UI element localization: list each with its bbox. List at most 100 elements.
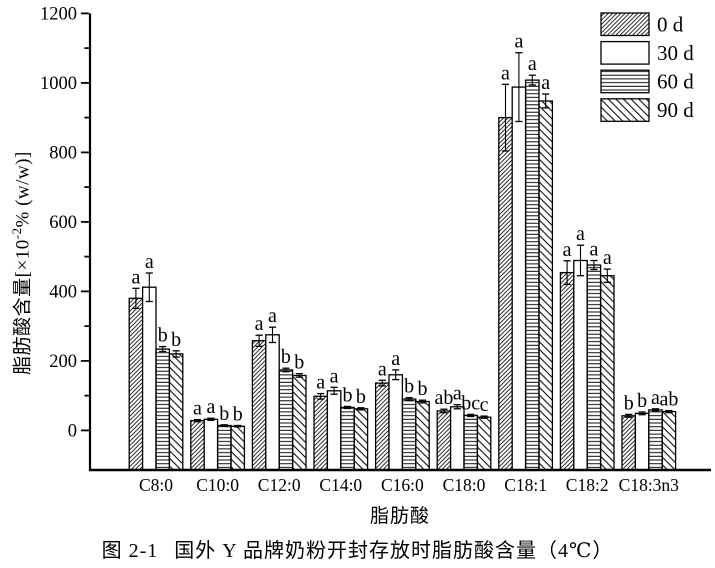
x-tick-label: C18:0 (443, 475, 486, 495)
bar-C12:0-0 d (251, 340, 267, 471)
legend-swatch-30 d (600, 40, 650, 65)
bar-C18:1-30 d (511, 86, 527, 471)
y-tick-label: 1200 (40, 4, 77, 24)
y-axis-title: 脂肪酸含量[×10-2% (w/w)] (8, 151, 35, 375)
significance-letter: b (637, 390, 647, 412)
significance-letter: a (255, 313, 264, 335)
significance-letter: b (624, 392, 634, 414)
bar-C8:0-60 d (155, 348, 171, 471)
y-axis-title-prefix: 脂肪酸含量[×10 (12, 239, 34, 375)
bar-C18:1-0 d (498, 116, 513, 471)
bar-C16:0-60 d (401, 398, 417, 471)
x-tick-label: C18:1 (504, 475, 547, 495)
significance-letter: a (541, 72, 550, 94)
x-axis-title: 脂肪酸 (369, 506, 431, 527)
x-tick-label: C8:0 (139, 475, 173, 495)
significance-letter: a (563, 239, 572, 261)
significance-letter: b (343, 384, 353, 406)
bar-C18:3n3-90 d (661, 410, 677, 471)
bar-C18:2-90 d (599, 275, 615, 471)
legend-label: 90 d (657, 98, 694, 122)
y-tick-label: 1000 (40, 74, 77, 94)
bar-C18:2-60 d (586, 264, 602, 471)
significance-letter: a (528, 53, 537, 75)
y-tick-label: 200 (49, 352, 77, 372)
significance-letter: b (281, 346, 291, 368)
bar-C8:0-0 d (128, 297, 144, 471)
significance-letter: ab (659, 389, 678, 411)
bar-C16:0-30 d (388, 374, 404, 471)
significance-letter: b (219, 403, 229, 425)
legend-label: 30 d (657, 41, 694, 65)
bar-C18:3n3-60 d (648, 409, 663, 471)
significance-letter: a (145, 251, 154, 273)
significance-letter: a (501, 62, 510, 84)
significance-letter: a (603, 247, 612, 269)
bar-C12:0-90 d (291, 374, 307, 471)
bar-C18:0-0 d (436, 410, 452, 471)
figure-caption: 图 2-1 国外 Y 品牌奶粉开封存放时脂肪酸含量（4℃） (0, 534, 715, 563)
legend-swatch-90 d (600, 98, 650, 122)
bar-C12:0-30 d (265, 334, 280, 471)
bar-C10:0-30 d (203, 418, 219, 471)
bar-C14:0-30 d (326, 390, 342, 471)
significance-letter: b (158, 325, 168, 347)
bar-C18:0-90 d (476, 416, 492, 471)
x-tick-label: C18:3n3 (619, 475, 680, 495)
significance-letter: bc (461, 392, 480, 414)
significance-letter: a (193, 398, 202, 420)
bar-C10:0-0 d (190, 420, 205, 471)
x-tick-label: C18:2 (566, 475, 609, 495)
significance-letter: c (480, 394, 489, 416)
significance-letter: a (268, 305, 277, 327)
bar-C18:1-90 d (538, 100, 554, 471)
significance-letter: a (330, 365, 339, 387)
significance-letter: b (356, 386, 366, 408)
significance-letter: a (131, 266, 140, 288)
bar-C18:2-30 d (573, 259, 588, 471)
significance-letter: a (378, 358, 387, 380)
y-axis-title-exponent: -2 (9, 227, 25, 240)
bar-C18:0-60 d (463, 414, 479, 471)
bar-C16:0-0 d (374, 382, 390, 471)
significance-letter: a (453, 383, 462, 405)
legend-label: 0 d (657, 12, 684, 36)
significance-letter: a (651, 387, 660, 409)
significance-letter: ab (434, 387, 453, 409)
y-axis-title-suffix: % (w/w)] (12, 151, 34, 228)
significance-letter: a (514, 31, 523, 53)
legend-swatch-60 d (600, 69, 650, 94)
legend-label: 60 d (657, 70, 694, 94)
y-tick-label: 600 (49, 213, 77, 233)
significance-letter: b (294, 352, 304, 374)
bar-C18:3n3-0 d (621, 415, 637, 471)
x-tick-label: C14:0 (319, 475, 362, 495)
legend-swatch-0 d (600, 12, 650, 37)
figure-caption-text: 国外 Y 品牌奶粉开封存放时脂肪酸含量（4℃） (174, 540, 614, 562)
bar-C8:0-30 d (141, 286, 157, 471)
bar-C14:0-90 d (353, 408, 369, 471)
bar-C8:0-90 d (168, 353, 184, 471)
bar-C18:0-30 d (449, 406, 465, 471)
x-tick-label: C10:0 (196, 475, 239, 495)
significance-letter: a (316, 372, 325, 394)
bar-C14:0-0 d (313, 395, 329, 471)
significance-letter: a (589, 239, 598, 261)
bar-C10:0-90 d (230, 425, 246, 471)
significance-letter: b (233, 404, 243, 426)
bar-C18:1-60 d (524, 79, 540, 471)
bar-C12:0-60 d (278, 369, 294, 471)
x-tick-label: C16:0 (381, 475, 424, 495)
x-tick-label: C12:0 (258, 475, 301, 495)
bar-C16:0-90 d (415, 400, 430, 471)
significance-letter: b (171, 329, 181, 351)
bar-C10:0-60 d (216, 424, 232, 471)
significance-letter: b (418, 378, 428, 400)
bar-C18:2-0 d (559, 271, 575, 471)
y-tick-label: 0 (68, 421, 77, 441)
significance-letter: a (206, 396, 215, 418)
bar-C18:3n3-30 d (634, 412, 650, 471)
figure-number: 图 2-1 (101, 540, 159, 562)
